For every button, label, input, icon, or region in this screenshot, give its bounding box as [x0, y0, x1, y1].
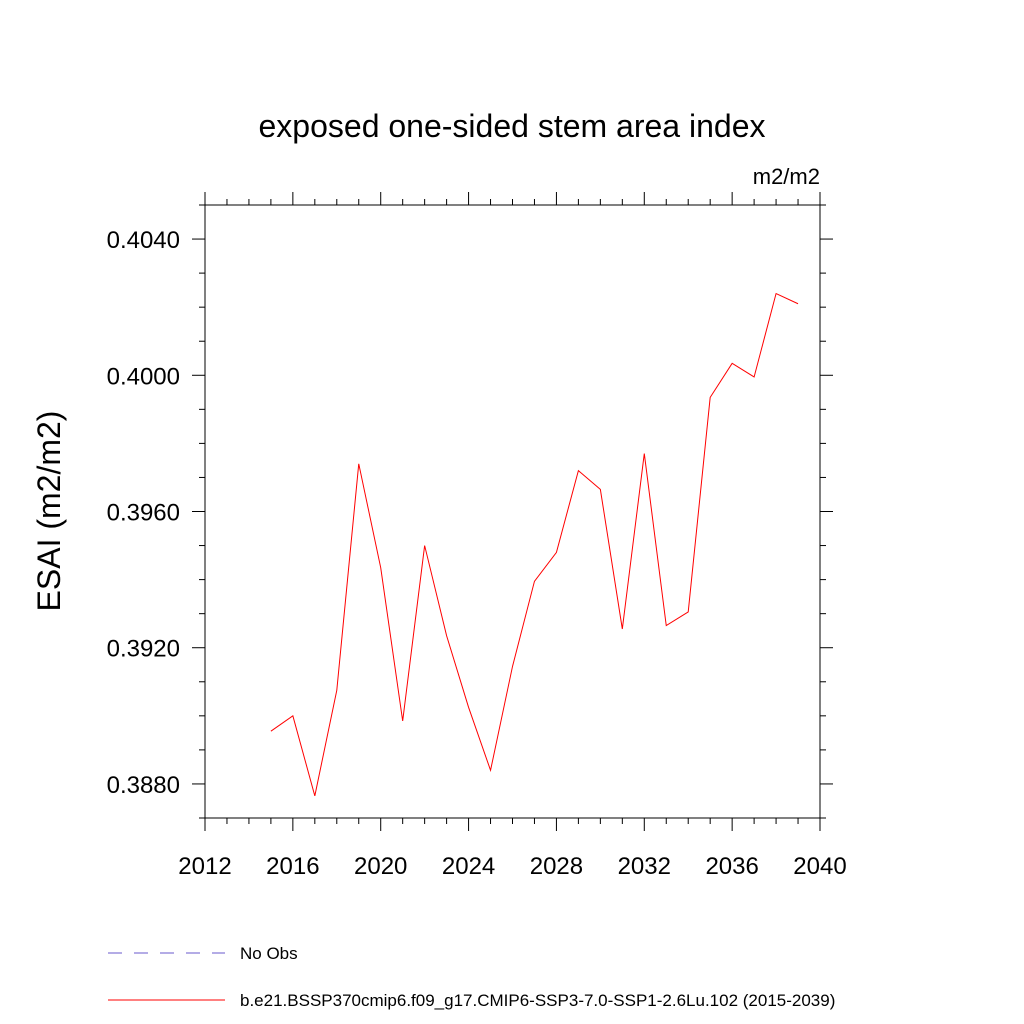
x-tick-label: 2024: [442, 853, 495, 880]
y-tick-label: 0.3880: [107, 772, 180, 799]
units-label: m2/m2: [753, 164, 820, 189]
x-axis: 2012 2016 2020 2024 2028 2032 2036 2040: [178, 192, 847, 880]
legend-label-no-obs: No Obs: [240, 944, 298, 963]
series-layer: [270, 292, 799, 796]
y-tick-label: 0.3960: [107, 500, 180, 527]
series-line: [270, 292, 799, 796]
y-tick-label: 0.4040: [107, 227, 180, 254]
x-tick-label: 2032: [618, 853, 671, 880]
plot-frame: [204, 204, 821, 819]
legend-label-series: b.e21.BSSP370cmip6.f09_g17.CMIP6-SSP3-7.…: [240, 991, 835, 1010]
x-tick-label: 2016: [266, 853, 319, 880]
legend: No Obs b.e21.BSSP370cmip6.f09_g17.CMIP6-…: [108, 944, 835, 1010]
x-tick-label: 2028: [530, 853, 583, 880]
x-tick-label: 2020: [354, 853, 407, 880]
x-tick-label: 2040: [793, 853, 846, 880]
chart-title: exposed one-sided stem area index: [259, 108, 766, 144]
y-tick-label: 0.4000: [107, 363, 180, 390]
y-axis-label: ESAI (m2/m2): [31, 411, 67, 612]
y-axis: 0.3880 0.3920 0.3960 0.4000 0.4040: [107, 204, 833, 819]
x-tick-label: 2036: [705, 853, 758, 880]
y-tick-label: 0.3920: [107, 636, 180, 663]
x-tick-label: 2012: [178, 853, 231, 880]
